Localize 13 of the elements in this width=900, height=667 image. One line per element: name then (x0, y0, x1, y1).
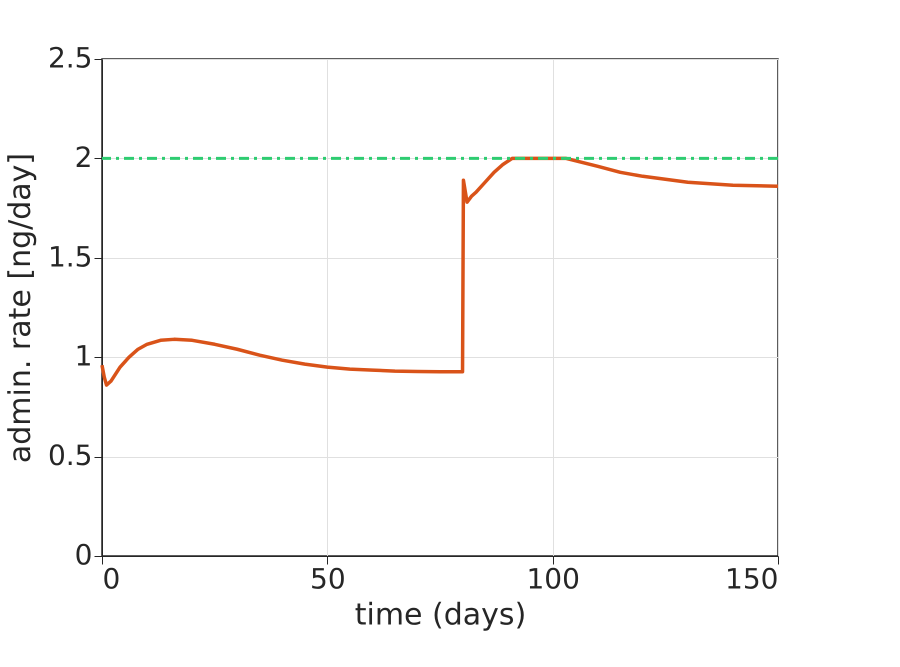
y-tick-label: 1.5 (48, 240, 92, 274)
y-tick-label: 2 (74, 140, 92, 174)
y-tick-label: 1 (74, 340, 92, 373)
line-series (100, 156, 780, 387)
x-tick-label: 0 (102, 562, 120, 596)
y-axis-title: admin. rate [ng/day] (2, 152, 38, 464)
x-tick-label: 150 (725, 562, 778, 596)
y-tick-label: 2.5 (48, 42, 92, 74)
x-tick-label: 50 (310, 562, 346, 596)
y-tick-label: 0.5 (48, 439, 92, 472)
y-tick-label: 0 (74, 538, 92, 572)
x-tick-label: 100 (526, 562, 580, 596)
x-axis-title: time (days) (354, 598, 526, 632)
